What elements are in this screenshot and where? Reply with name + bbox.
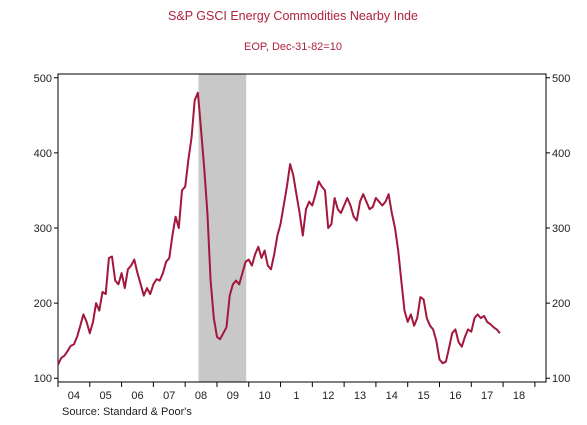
x-tick-label: 15 [417,390,429,402]
y-tick-label-left: 500 [34,73,52,85]
x-tick-label: 09 [227,390,239,402]
y-tick-label-left: 300 [34,223,52,235]
y-tick-label-right: 400 [552,148,570,160]
x-tick-label: 18 [513,390,525,402]
x-tick-label: 06 [131,390,143,402]
x-tick-label: 1 [293,390,299,402]
x-tick-label: 14 [386,390,398,402]
recession-shading [198,74,247,382]
y-axis-left: 100 200 300 400 500 [34,73,52,385]
x-axis: 04 05 06 07 08 09 10 1 12 13 14 15 16 17 18 [68,390,525,402]
chart-subtitle: EOP, Dec-31-82=10 [244,41,342,53]
x-tick-label: 07 [163,390,175,402]
x-tick-label: 05 [100,390,112,402]
y-tick-label-right: 100 [552,373,570,385]
x-tick-label: 04 [68,390,80,402]
y-axis-right: 100 200 300 400 500 [552,73,570,385]
y-tick-label-right: 300 [552,223,570,235]
x-tick-label: 13 [354,390,366,402]
x-tick-label: 16 [449,390,461,402]
plot-area [54,73,550,387]
y-tick-label-left: 200 [34,298,52,310]
y-tick-label-left: 100 [34,373,52,385]
x-tick-label: 12 [322,390,334,402]
chart-title: S&P GSCI Energy Commodities Nearby Inde [168,9,418,23]
y-tick-label-left: 400 [34,148,52,160]
x-tick-label: 08 [195,390,207,402]
tick-marks [54,77,550,387]
y-tick-label-right: 500 [552,73,570,85]
x-tick-label: 10 [259,390,271,402]
series-line-energy-index [57,91,501,366]
x-tick-label: 17 [481,390,493,402]
source-note: Source: Standard & Poor's [62,406,192,418]
y-tick-label-right: 200 [552,298,570,310]
